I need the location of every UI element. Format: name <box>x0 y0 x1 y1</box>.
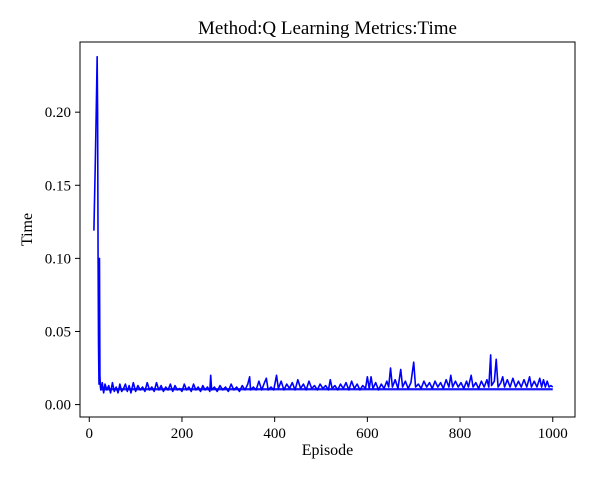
chart-title: Method:Q Learning Metrics:Time <box>198 18 457 39</box>
y-tick-label: 0.20 <box>45 105 71 121</box>
x-tick-label: 1000 <box>538 426 568 442</box>
y-axis-label: Time <box>19 213 36 246</box>
y-tick-label: 0.00 <box>45 398 71 414</box>
x-tick-label: 600 <box>356 426 379 442</box>
x-tick-label: 400 <box>263 426 286 442</box>
x-axis-label: Episode <box>302 442 354 459</box>
x-tick-label: 0 <box>86 426 94 442</box>
x-tick-label: 200 <box>171 426 194 442</box>
x-tick-label: 800 <box>449 426 472 442</box>
y-tick-label: 0.10 <box>45 251 71 267</box>
y-tick-label: 0.05 <box>45 324 71 340</box>
y-tick-label: 0.15 <box>45 178 71 194</box>
